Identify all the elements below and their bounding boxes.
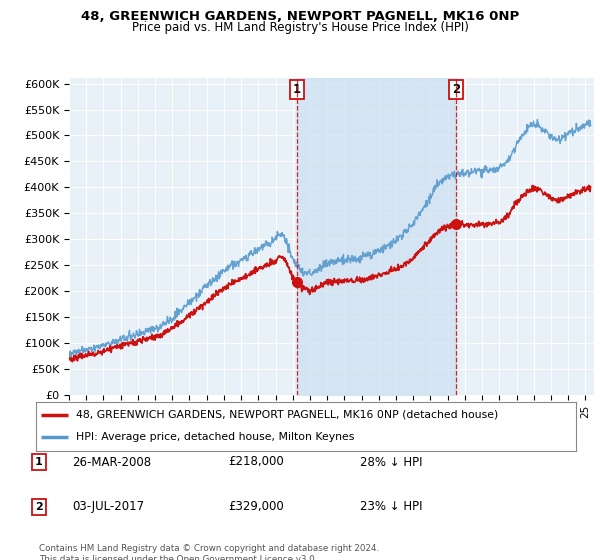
Text: HPI: Average price, detached house, Milton Keynes: HPI: Average price, detached house, Milt…	[77, 432, 355, 442]
Text: Contains HM Land Registry data © Crown copyright and database right 2024.
This d: Contains HM Land Registry data © Crown c…	[39, 544, 379, 560]
Text: 48, GREENWICH GARDENS, NEWPORT PAGNELL, MK16 0NP (detached house): 48, GREENWICH GARDENS, NEWPORT PAGNELL, …	[77, 410, 499, 420]
Text: 26-MAR-2008: 26-MAR-2008	[72, 455, 151, 469]
Text: 23% ↓ HPI: 23% ↓ HPI	[360, 500, 422, 514]
Text: 2: 2	[35, 502, 43, 512]
Text: 1: 1	[35, 457, 43, 467]
Text: 1: 1	[293, 83, 301, 96]
Text: 03-JUL-2017: 03-JUL-2017	[72, 500, 144, 514]
Text: 2: 2	[452, 83, 460, 96]
Text: Price paid vs. HM Land Registry's House Price Index (HPI): Price paid vs. HM Land Registry's House …	[131, 21, 469, 34]
Text: 28% ↓ HPI: 28% ↓ HPI	[360, 455, 422, 469]
Text: £218,000: £218,000	[228, 455, 284, 469]
Text: 48, GREENWICH GARDENS, NEWPORT PAGNELL, MK16 0NP: 48, GREENWICH GARDENS, NEWPORT PAGNELL, …	[81, 10, 519, 22]
Text: £329,000: £329,000	[228, 500, 284, 514]
